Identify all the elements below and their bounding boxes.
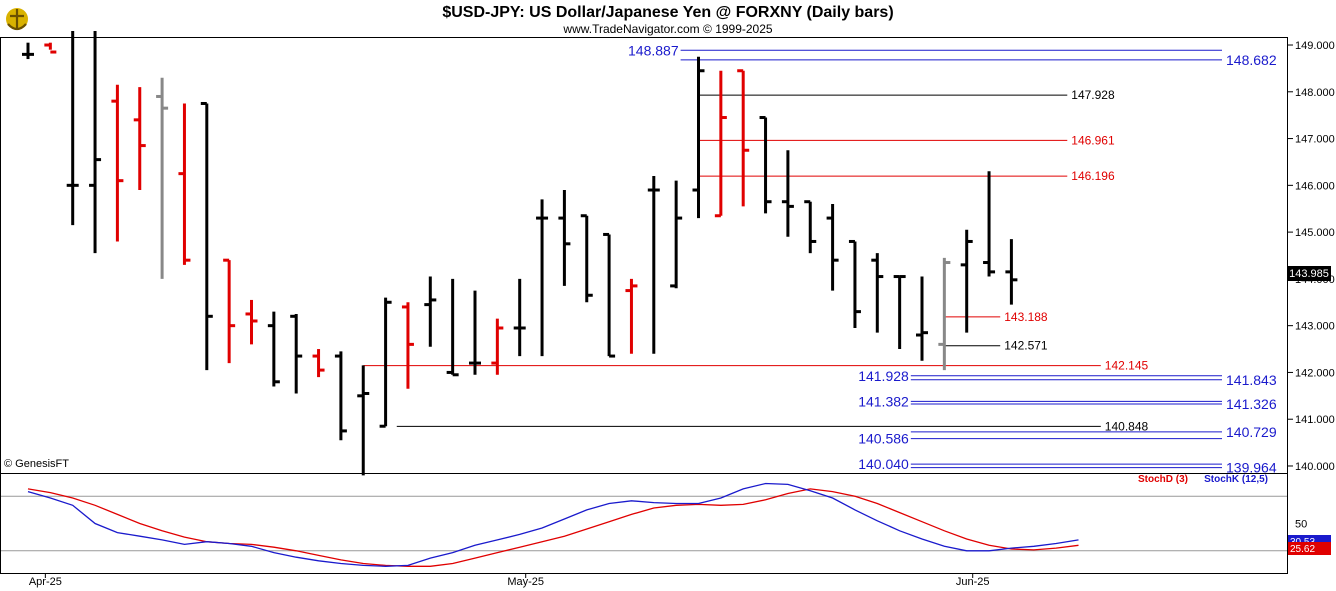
ohlc-bar: [245, 299, 258, 345]
level-lines: 148.887 148.682 147.928 146.961 146.196 143.1…: [363, 42, 1277, 476]
ohlc-bar: [290, 313, 303, 394]
price-tick-label: 149.000: [1295, 40, 1335, 52]
time-tick-label: Jun-25: [956, 576, 990, 588]
ohlc-bar: [848, 239, 861, 328]
level-label: 146.961: [1071, 133, 1115, 147]
ohlc-bar: [267, 311, 280, 387]
price-tick-label: 148.000: [1295, 87, 1335, 99]
ohlc-bar: [513, 278, 526, 357]
ohlc-bar: [22, 42, 34, 60]
ohlc-bar: [446, 278, 459, 377]
level-label: 141.843: [1226, 372, 1277, 388]
price-panel: [0, 37, 1288, 474]
ohlc-bar: [200, 101, 213, 371]
ohlc-bar: [625, 278, 638, 354]
logo-icon: [6, 8, 28, 31]
ohlc-bar: [647, 175, 660, 354]
stochd-last-value: 25.62: [1290, 544, 1315, 555]
price-bars: [22, 30, 1018, 476]
level-label: 142.145: [1105, 359, 1149, 373]
ohlc-bar: [804, 200, 817, 254]
price-tick-label: 141.000: [1295, 414, 1335, 426]
ohlc-bar: [536, 199, 549, 357]
ohlc-bar: [44, 42, 57, 54]
ohlc-bar: [580, 214, 593, 303]
ohlc-bar: [871, 253, 884, 333]
ohlc-bar: [491, 318, 504, 375]
level-label: 146.196: [1071, 169, 1115, 183]
price-tick-label: 147.000: [1295, 134, 1335, 146]
price-tick-label: 140.000: [1295, 461, 1335, 473]
ohlc-bar: [983, 171, 996, 277]
level-label: 148.887: [628, 42, 679, 58]
ohlc-bar: [66, 30, 79, 226]
level-label: 139.964: [1226, 460, 1277, 476]
copyright-label: © GenesisFT: [4, 458, 69, 470]
ohlc-bar: [424, 276, 437, 347]
stochd-value-tag: 25.62: [1288, 542, 1331, 555]
ohlc-bar: [223, 258, 236, 364]
ohlc-bar: [156, 77, 169, 279]
time-tick-label: Apr-25: [29, 576, 62, 588]
ohlc-bar: [357, 365, 370, 476]
ohlc-bar: [737, 69, 750, 207]
level-label: 148.682: [1226, 52, 1277, 68]
ohlc-bar: [133, 87, 146, 191]
ohlc-bar: [558, 190, 571, 286]
level-label: 142.571: [1004, 339, 1048, 353]
ohlc-bar: [960, 229, 973, 333]
ohlc-bar: [692, 56, 705, 219]
stochastic-panel: [0, 473, 1288, 574]
ohlc-bar: [401, 302, 414, 389]
ohlc-bar: [603, 232, 616, 358]
level-label: 140.848: [1105, 419, 1149, 433]
level-label: 141.382: [858, 393, 909, 409]
ohlc-bar: [826, 204, 839, 291]
ohlc-bar: [1005, 239, 1018, 305]
ohlc-bar: [89, 30, 102, 254]
ohlc-bar: [334, 351, 347, 441]
time-axis: Apr-25 May-25 Jun-25: [29, 573, 990, 588]
price-axis: 149.000148.000147.000146.000145.000144.0…: [1287, 40, 1335, 473]
ohlc-bar: [111, 84, 124, 242]
ohlc-bar: [312, 349, 325, 378]
ohlc-bar: [938, 257, 951, 371]
level-label: 141.928: [858, 368, 909, 384]
level-label: 140.586: [858, 431, 909, 447]
price-tick-label: 145.000: [1295, 227, 1335, 239]
stoch-series-line: [27, 482, 1079, 567]
ohlc-bar: [759, 116, 772, 214]
level-label: 141.326: [1226, 396, 1277, 412]
stoch-series-line: [27, 488, 1079, 567]
stoch-tick-label: 50: [1295, 519, 1307, 531]
ohlc-bar: [178, 103, 191, 265]
legend-stochd: StochD (3): [1138, 474, 1188, 485]
price-tick-label: 146.000: [1295, 180, 1335, 192]
ohlc-bar: [714, 70, 727, 218]
level-label: 140.040: [858, 456, 909, 472]
price-tick-label: 143.000: [1295, 321, 1335, 333]
last-price-value: 143.985: [1289, 268, 1329, 280]
ohlc-bar: [781, 150, 794, 237]
ohlc-bar: [469, 290, 481, 375]
legend-stochk: StochK (12,5): [1204, 474, 1268, 485]
ohlc-bar: [916, 276, 928, 361]
level-label: 147.928: [1071, 88, 1115, 102]
ohlc-bar: [379, 297, 392, 428]
chart-title: $USD-JPY: US Dollar/Japanese Yen @ FORXN…: [442, 4, 893, 21]
chart-subtitle: www.TradeNavigator.com © 1999-2025: [562, 22, 772, 36]
ohlc-bar: [670, 180, 683, 289]
stochastic-lines: 50: [1, 482, 1307, 567]
ohlc-bar: [893, 275, 906, 350]
level-label: 143.188: [1004, 310, 1048, 324]
level-label: 140.729: [1226, 424, 1277, 440]
time-tick-label: May-25: [507, 576, 544, 588]
price-tick-label: 142.000: [1295, 367, 1335, 379]
last-price-tag: 143.985: [1288, 266, 1331, 281]
